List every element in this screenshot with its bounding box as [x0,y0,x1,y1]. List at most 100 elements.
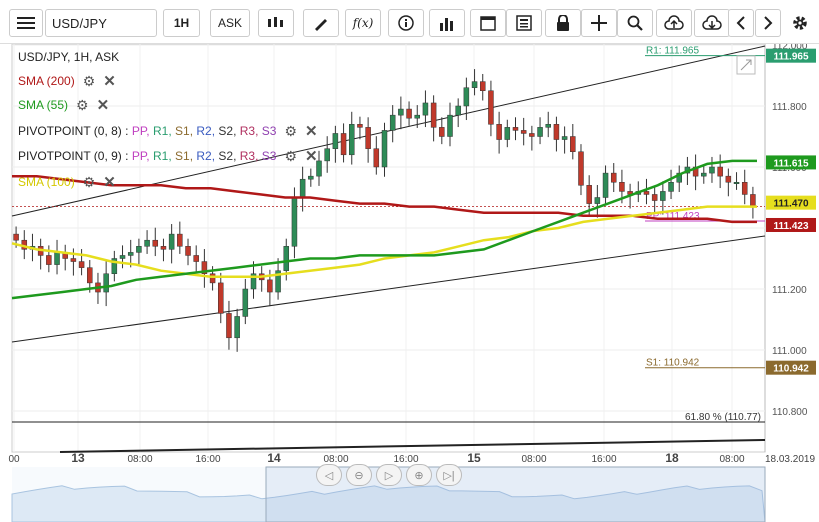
news-button[interactable] [506,9,542,37]
x-tick-label: 08:00 [521,454,546,465]
gear-icon[interactable]: ⚙ [82,72,96,89]
candle-body [299,178,306,198]
close-icon[interactable]: ✕ [96,97,110,114]
close-icon[interactable]: ✕ [305,148,318,165]
chart-navigation: ◁ ⊖ ▷ ⊕ ▷| [316,464,462,486]
channel-upper-line[interactable] [11,45,766,217]
candle-body [234,316,240,339]
candle-body [389,114,396,131]
timeframe-button[interactable]: 1H [163,9,200,37]
legend-pivot-2[interactable]: PIVOTPOINT (0, 9) : PP, R1, S1, R2, S2, … [18,147,318,166]
draw-button[interactable] [303,9,339,37]
chart-title: USD/JPY, 1H, ASK [18,50,120,64]
candle-body [54,252,60,265]
price-label: 111.423 [773,221,808,232]
candle-body [201,261,208,275]
nav-end-button[interactable]: ▷| [436,464,462,486]
candle-body [242,288,249,317]
nav-right-button[interactable]: ▷ [376,464,402,486]
candle-body [291,197,298,247]
x-tick-label: 08:00 [127,454,152,465]
volume-button[interactable] [429,9,465,37]
menu-button[interactable] [9,9,43,37]
candle-body [78,261,85,268]
legend-pivot-1[interactable]: PIVOTPOINT (0, 8) : PP, R1, S1, R2, S2, … [18,122,318,141]
scroll-right-button[interactable] [755,9,781,37]
gear-icon[interactable]: ⚙ [284,122,298,139]
candle-body [553,124,560,140]
y-tick-label: 111.000 [772,346,807,357]
chart-type-button[interactable] [258,9,294,37]
sma55-line[interactable] [11,159,757,300]
candle-body [250,273,257,290]
cloud-download-icon [702,15,722,30]
scroll-left-button[interactable] [728,9,754,37]
candle-body [316,160,322,177]
chevron-left-icon [736,16,745,30]
zoom-button[interactable] [617,9,653,37]
indicator-button[interactable]: f(x) [345,9,381,37]
price-label-box [766,360,816,375]
candle-body [504,127,511,140]
gear-icon[interactable]: ⚙ [82,173,96,190]
x-tick-label: 18 [665,451,679,465]
calendar-icon [480,16,496,31]
candle-body [496,124,502,140]
candle-body [594,197,601,204]
close-icon[interactable]: ✕ [103,73,116,90]
toolbar: USD/JPY 1H ASK f(x) [0,0,819,44]
x-tick-label: 15 [467,451,481,465]
expand-arrow-icon [740,59,752,71]
candle-body [185,246,191,256]
channel-lower-line[interactable] [11,235,766,343]
sma100-line[interactable] [11,205,757,279]
candle-body [701,172,707,177]
price-label: 111.615 [773,158,808,169]
candle-body [717,166,723,177]
gear-icon[interactable]: ⚙ [76,96,89,113]
candle-body [193,255,199,262]
download-button[interactable] [694,9,730,37]
candle-body [602,172,609,198]
close-icon[interactable]: ✕ [103,174,116,191]
info-button[interactable] [388,9,424,37]
candle-body [439,127,445,137]
candle-body [381,130,388,168]
legend-sma200[interactable]: SMA (200) ⚙ ✕ [18,72,116,91]
pivot-label: R1: 111.965 [646,46,699,57]
candle-body [144,239,150,247]
nav-left-button[interactable]: ◁ [316,464,342,486]
candle-body [127,252,134,256]
gear-icon[interactable]: ⚙ [284,147,298,164]
legend-sma100[interactable]: SMA (100) ⚙ ✕ [18,173,116,192]
price-chart[interactable]: 112.000111.800111.600111.400111.200111.0… [0,44,819,522]
candle-body [136,246,142,253]
candle-body [373,148,380,168]
pivot-label: PP: 111.423 [646,211,700,222]
crosshair-button[interactable] [581,9,617,37]
zoom-in-button[interactable]: ⊕ [406,464,432,486]
lock-button[interactable] [545,9,581,37]
price-label-box [766,155,816,170]
candle-body [733,182,740,184]
price-type-button[interactable]: ASK [210,9,250,37]
candle-type-icon [268,17,283,27]
legend-sma55[interactable]: SMA (55) ⚙ ✕ [18,96,110,115]
calendar-button[interactable] [470,9,506,37]
y-tick-label: 112.000 [772,44,808,52]
candle-body [398,108,404,116]
candle-body [119,255,126,259]
zoom-out-button[interactable]: ⊖ [346,464,372,486]
candle-body [267,279,273,293]
symbol-input[interactable]: USD/JPY [45,9,157,37]
chart-area[interactable]: 112.000111.800111.600111.400111.200111.0… [0,44,819,522]
news-icon [516,15,532,31]
y-tick-label: 111.200 [772,285,807,296]
close-icon[interactable]: ✕ [305,123,318,140]
fib-trend-line[interactable] [59,439,766,453]
x-tick-label: 08:00 [719,454,744,465]
fib-label: 61.80 % (110.77) [685,412,761,423]
settings-button[interactable] [787,9,813,37]
upload-button[interactable] [656,9,692,37]
function-icon: f(x) [352,16,374,30]
